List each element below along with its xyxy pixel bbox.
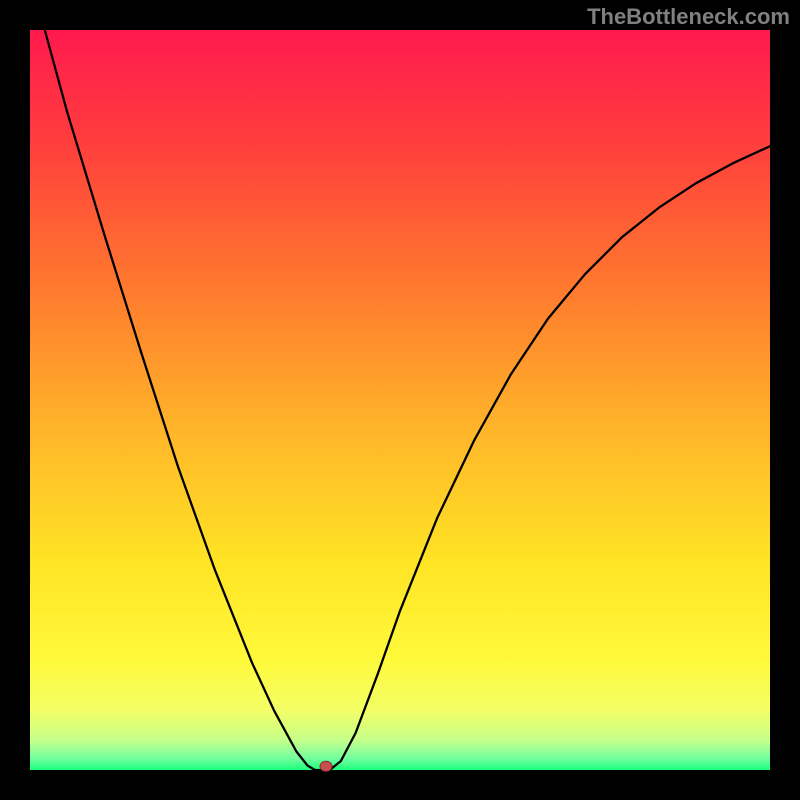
bottleneck-chart: TheBottleneck.com (0, 0, 800, 800)
watermark-text: TheBottleneck.com (587, 4, 790, 30)
plot-gradient-background (30, 30, 770, 770)
